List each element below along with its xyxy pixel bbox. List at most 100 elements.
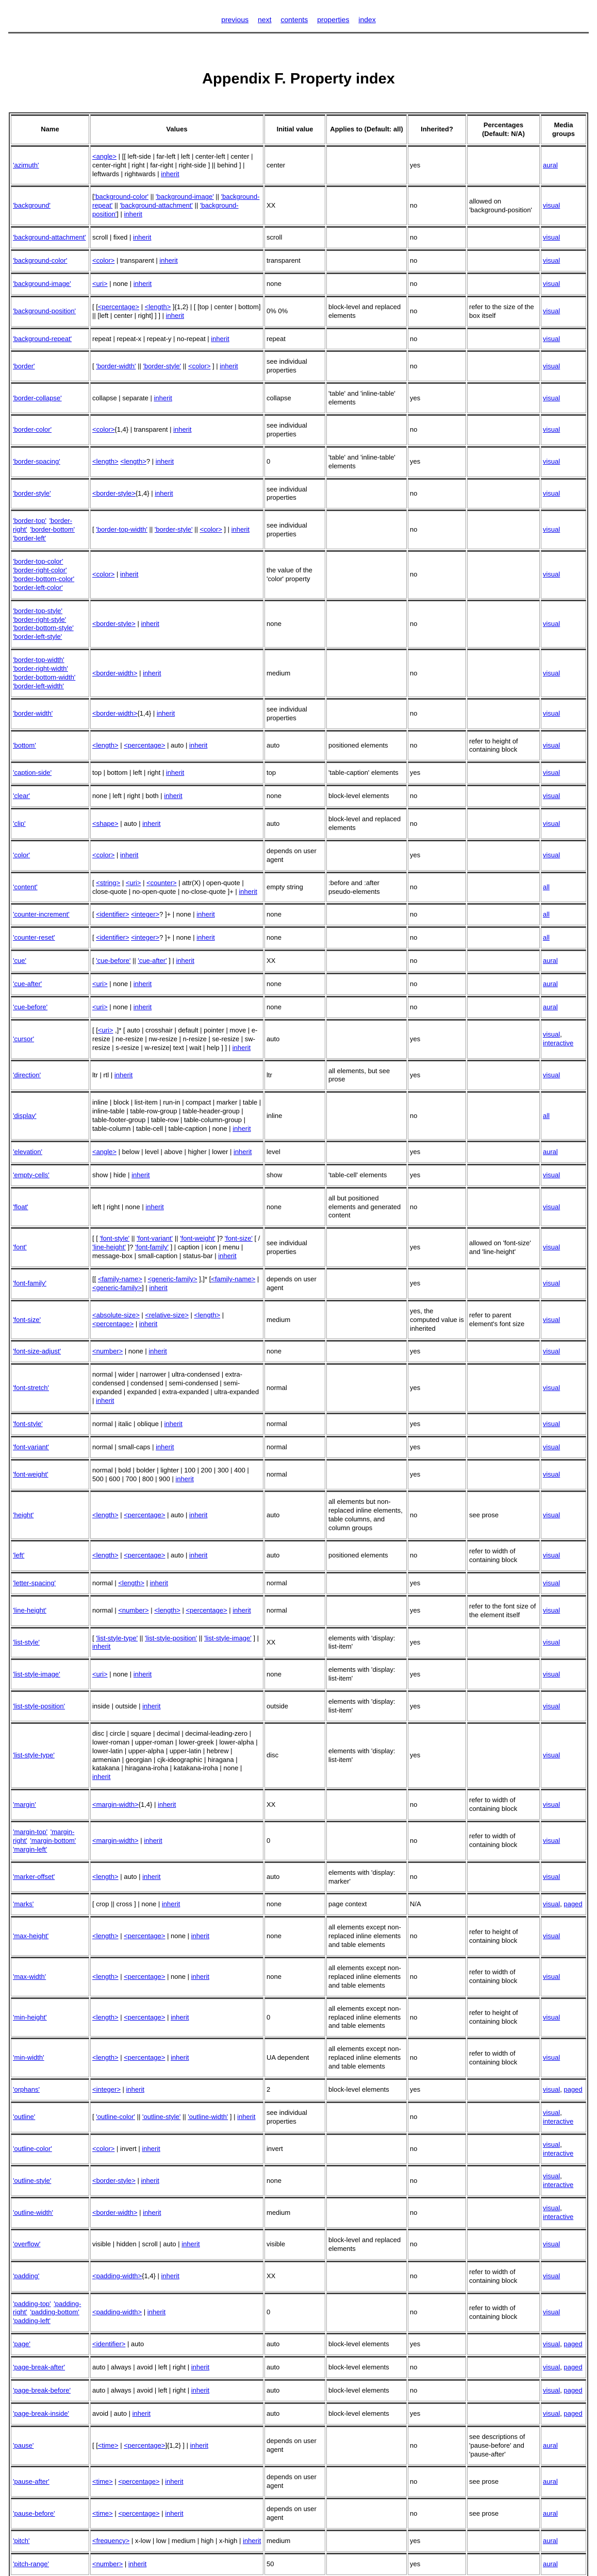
value-link[interactable]: 'list-style-image' [204,1634,252,1642]
property-name-link[interactable]: 'cue' [13,957,26,965]
media-group-link[interactable]: visual [543,669,560,677]
value-link[interactable]: 'border-top-width' [96,526,147,534]
media-group-link[interactable]: visual [543,1279,560,1287]
media-group-link[interactable]: interactive [543,1039,574,1047]
property-name-link[interactable]: 'border-style' [13,489,51,498]
value-link[interactable]: <number> [92,1347,123,1355]
media-group-link[interactable]: visual [543,2240,560,2248]
property-name-link[interactable]: 'border-left' [13,534,46,543]
property-name-link[interactable]: 'pause-after' [13,2477,49,2485]
value-link[interactable]: <time> [92,2477,113,2485]
property-name-link[interactable]: 'list-style-image' [13,1670,60,1678]
value-link[interactable]: <percentage> [97,302,140,311]
value-link[interactable]: <length> [144,302,171,311]
media-group-link[interactable]: aural [543,2441,558,2449]
value-link[interactable]: <border-style> [92,489,136,498]
value-link[interactable]: <family-name> [211,1275,256,1283]
value-link[interactable]: inherit [157,1800,176,1808]
property-name-link[interactable]: 'font-stretch' [13,1383,49,1392]
property-name-link[interactable]: 'border-top-width' [13,656,64,664]
value-link[interactable]: inherit [191,1972,209,1980]
value-link[interactable]: <identifier> [96,910,129,919]
value-link[interactable]: inherit [190,2441,209,2449]
value-link[interactable]: <percentage> [92,1320,134,1328]
media-group-link[interactable]: visual [543,2086,560,2093]
media-group-link[interactable]: visual [543,1702,560,1710]
value-link[interactable]: inherit [133,980,152,988]
media-group-link[interactable]: visual [543,526,560,534]
media-group-link[interactable]: aural [543,980,558,988]
value-link[interactable]: inherit [139,1320,158,1328]
value-link[interactable]: inherit [165,2477,184,2485]
value-link[interactable]: <generic-family> [92,1283,142,1292]
nav-properties-link[interactable]: properties [317,15,350,24]
property-name-link[interactable]: 'background-position' [13,307,76,315]
property-name-link[interactable]: 'float' [13,1202,28,1211]
property-name-link[interactable]: 'min-height' [13,2013,47,2021]
media-group-link[interactable]: visual [543,1751,560,1759]
property-name-link[interactable]: 'border-right' [13,517,72,534]
value-link[interactable]: inherit [189,1551,208,1560]
value-link[interactable]: inherit [96,1397,114,1405]
property-name-link[interactable]: 'outline' [13,2113,36,2121]
value-link[interactable]: inherit [191,2363,210,2371]
property-name-link[interactable]: 'direction' [13,1071,41,1079]
property-name-link[interactable]: 'cue-before' [13,1003,48,1011]
media-group-link[interactable]: aural [543,957,558,965]
value-link[interactable]: inherit [148,1347,167,1355]
value-link[interactable]: inherit [189,741,208,749]
property-name-link[interactable]: 'clip' [13,819,26,827]
value-link[interactable]: 'border-style' [143,362,181,370]
property-name-link[interactable]: 'counter-increment' [13,910,70,919]
value-link[interactable]: inherit [161,2272,179,2280]
value-link[interactable]: inherit [126,2086,144,2093]
value-link[interactable]: inherit [164,1419,183,1428]
value-link[interactable]: <percentage> [124,2013,165,2021]
value-link[interactable]: <length> [92,1932,119,1940]
property-name-link[interactable]: 'counter-reset' [13,934,55,942]
media-group-link[interactable]: all [543,910,550,919]
value-link[interactable]: <integer> [92,2086,121,2093]
media-group-link[interactable]: visual [543,2272,560,2280]
value-link[interactable]: inherit [211,334,229,343]
value-link[interactable]: inherit [196,934,215,942]
media-group-link[interactable]: paged [563,2386,583,2395]
property-name-link[interactable]: 'border-top-style' [13,606,63,615]
property-name-link[interactable]: 'cue-after' [13,980,42,988]
media-group-link[interactable]: visual [543,2172,560,2180]
value-link[interactable]: <color> [92,257,115,265]
value-link[interactable]: inherit [176,957,194,965]
value-link[interactable]: inherit [143,669,161,677]
property-name-link[interactable]: 'orphans' [13,2086,40,2093]
media-group-link[interactable]: visual [543,2054,560,2062]
property-name-link[interactable]: 'background' [13,201,51,210]
value-link[interactable]: <absolute-size> [92,1311,140,1319]
value-link[interactable]: inherit [156,1443,174,1451]
media-group-link[interactable]: visual [543,2204,560,2212]
value-link[interactable]: <color> [92,2145,115,2153]
value-link[interactable]: 'font-weight' [180,1234,215,1243]
media-group-link[interactable]: all [543,883,550,891]
value-link[interactable]: inherit [232,1043,251,1052]
value-link[interactable]: 'font-size' [224,1234,253,1243]
value-link[interactable]: <uri> [92,1003,108,1011]
property-name-link[interactable]: 'page-break-after' [13,2363,65,2371]
value-link[interactable]: 'font-variant' [137,1234,173,1243]
value-link[interactable]: inherit [145,1202,164,1211]
value-link[interactable]: <family-name> [97,1275,142,1283]
value-link[interactable]: <uri> [92,1670,108,1678]
value-link[interactable]: <identifier> [96,934,129,942]
property-name-link[interactable]: 'page-break-inside' [13,2409,70,2417]
property-name-link[interactable]: 'line-height' [13,1606,46,1615]
value-link[interactable]: inherit [233,1125,251,1132]
value-link[interactable]: <border-style> [92,2176,136,2184]
property-name-link[interactable]: 'azimuth' [13,161,39,169]
value-link[interactable]: inherit [196,910,215,919]
media-group-link[interactable]: visual [543,2409,560,2417]
value-link[interactable]: 'font-style' [100,1234,130,1243]
property-name-link[interactable]: 'empty-cells' [13,1171,49,1179]
value-link[interactable]: 'background-position' [92,201,239,218]
value-link[interactable]: <integer> [131,910,160,919]
nav-previous-link[interactable]: previous [221,15,249,24]
value-link[interactable]: 'background-attachment' [120,201,193,210]
